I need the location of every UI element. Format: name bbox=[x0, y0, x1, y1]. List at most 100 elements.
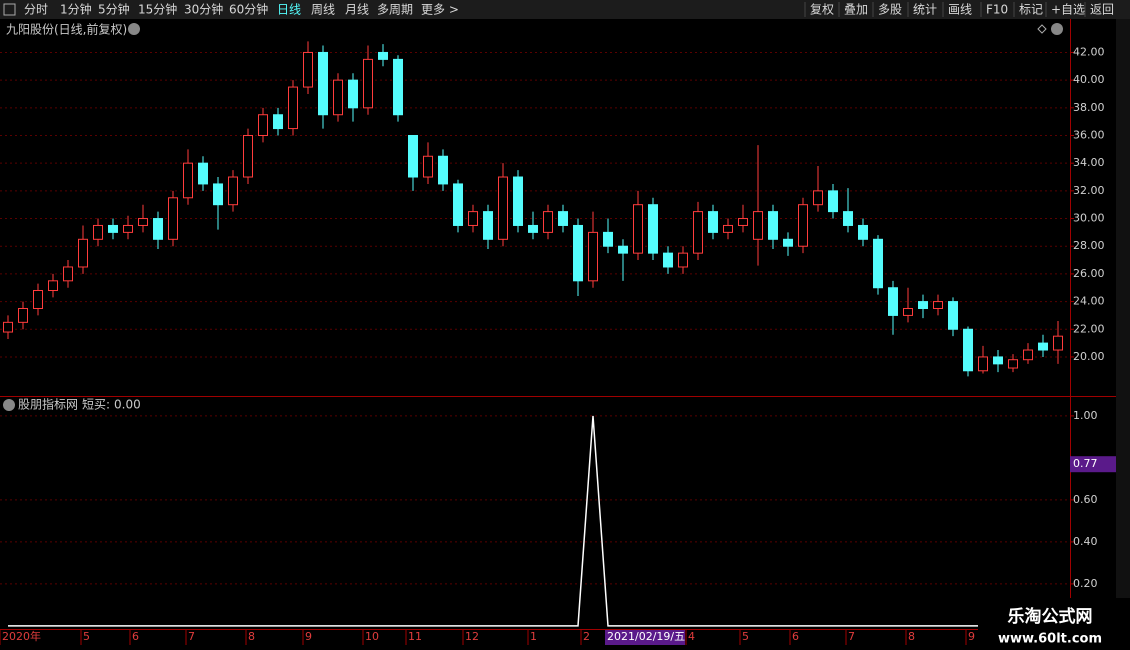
toolbar-button[interactable]: +自选 bbox=[1051, 3, 1085, 17]
y-tick-label: 30.00 bbox=[1073, 212, 1105, 225]
candle-body bbox=[648, 204, 658, 254]
candle-body bbox=[258, 114, 268, 136]
diamond-icon[interactable] bbox=[1037, 24, 1047, 34]
period-tab[interactable]: 30分钟 bbox=[184, 2, 223, 17]
candle-body bbox=[1008, 359, 1018, 369]
y-tick-label: 34.00 bbox=[1073, 156, 1105, 169]
title-dropdown[interactable] bbox=[128, 23, 140, 35]
candle-body bbox=[93, 224, 103, 240]
date-label: 7 bbox=[848, 630, 855, 643]
y-tick-label: 32.00 bbox=[1073, 184, 1105, 197]
date-label: 9 bbox=[968, 630, 975, 643]
y-tick-label: 0.20 bbox=[1073, 577, 1098, 590]
candle-body bbox=[798, 204, 808, 247]
indicator-title: 股朋指标网 bbox=[18, 397, 78, 412]
separator: : bbox=[106, 398, 110, 412]
candle-body bbox=[483, 211, 493, 240]
toolbar-button[interactable]: 叠加 bbox=[844, 3, 868, 17]
candle-body bbox=[63, 266, 73, 282]
candle-body bbox=[153, 218, 163, 240]
date-label: 2 bbox=[583, 630, 590, 643]
period-tab[interactable]: 60分钟 bbox=[229, 2, 268, 17]
candle-body bbox=[903, 307, 913, 316]
candle-body bbox=[168, 197, 178, 240]
date-label: 8 bbox=[908, 630, 915, 643]
candle-body bbox=[3, 321, 13, 333]
candle-body bbox=[438, 155, 448, 185]
toolbar-button[interactable]: 返回 bbox=[1090, 3, 1114, 17]
period-tab[interactable]: 周线 bbox=[311, 3, 335, 17]
y-tick-label: 22.00 bbox=[1073, 322, 1105, 335]
date-label: 9 bbox=[305, 630, 312, 643]
toolbar-button[interactable]: 画线 bbox=[948, 3, 972, 17]
candle-body bbox=[663, 252, 673, 268]
candle-body bbox=[108, 224, 118, 233]
date-label: 5 bbox=[742, 630, 749, 643]
candle-body bbox=[948, 301, 958, 330]
side-panel bbox=[1116, 19, 1130, 650]
date-label: 12 bbox=[465, 630, 479, 643]
toolbar-button[interactable]: 标记 bbox=[1019, 3, 1043, 17]
candle-body bbox=[378, 51, 388, 60]
period-tab[interactable]: 1分钟 bbox=[60, 2, 92, 17]
candle-body bbox=[348, 79, 358, 109]
period-tab[interactable]: 月线 bbox=[345, 3, 369, 17]
watermark-url: www.60lt.com bbox=[998, 632, 1102, 647]
period-tab[interactable]: 日线 bbox=[277, 3, 301, 17]
candle-body bbox=[573, 224, 583, 282]
toolbar-button[interactable]: 多股 bbox=[878, 3, 902, 17]
candle-body bbox=[183, 162, 193, 199]
candle-body bbox=[363, 58, 373, 109]
indicator-series-name: 短买 bbox=[82, 398, 106, 412]
period-tab[interactable]: 15分钟 bbox=[138, 2, 177, 17]
toolbar-button[interactable]: 统计 bbox=[913, 3, 937, 17]
y-tick-label: 1.00 bbox=[1073, 409, 1098, 422]
period-tab[interactable]: 多周期 bbox=[377, 3, 413, 17]
period-tab[interactable]: 更多 > bbox=[421, 3, 459, 17]
indicator-line bbox=[8, 415, 1058, 627]
candle-body bbox=[138, 218, 148, 226]
date-highlight-box bbox=[605, 630, 685, 645]
date-axis bbox=[0, 629, 1070, 646]
y-tick-label: 28.00 bbox=[1073, 239, 1105, 252]
watermark-name: 乐淘公式网 bbox=[1008, 606, 1093, 627]
y-tick-label: 26.00 bbox=[1073, 267, 1105, 280]
candle-body bbox=[123, 224, 133, 233]
candle-body bbox=[993, 356, 1003, 365]
candle-body bbox=[783, 238, 793, 247]
menu-icon[interactable] bbox=[3, 3, 16, 16]
period-tab[interactable]: 5分钟 bbox=[98, 2, 130, 17]
candle-body bbox=[288, 86, 298, 130]
date-label: 7 bbox=[188, 630, 195, 643]
candle-body bbox=[393, 58, 403, 116]
candle-body bbox=[303, 51, 313, 88]
y-tick-label: 36.00 bbox=[1073, 128, 1105, 141]
candle-body bbox=[753, 211, 763, 240]
candle-body bbox=[843, 211, 853, 226]
cursor-value-box bbox=[1070, 456, 1116, 473]
candle-body bbox=[408, 134, 418, 178]
toolbar-button[interactable]: F10 bbox=[986, 3, 1008, 17]
toolbar-button[interactable]: 复权 bbox=[810, 3, 834, 17]
candle-body bbox=[933, 301, 943, 309]
candle-body bbox=[888, 287, 898, 316]
y-tick-label: 24.00 bbox=[1073, 295, 1105, 308]
y-tick-label: 38.00 bbox=[1073, 101, 1105, 114]
y-tick-label: 0.40 bbox=[1073, 535, 1098, 548]
y-tick-label: 0.60 bbox=[1073, 493, 1098, 506]
candle-body bbox=[918, 301, 928, 309]
candle-body bbox=[273, 114, 283, 130]
panel-menu[interactable] bbox=[1051, 23, 1063, 35]
date-label: 11 bbox=[408, 630, 422, 643]
candle-body bbox=[603, 231, 613, 247]
candle-body bbox=[978, 356, 988, 372]
candle-body bbox=[513, 176, 523, 226]
y-tick-label: 40.00 bbox=[1073, 73, 1105, 86]
candle-body bbox=[468, 211, 478, 226]
candle-body bbox=[18, 307, 28, 323]
date-label: 6 bbox=[792, 630, 799, 643]
period-tab[interactable]: 分时 bbox=[24, 3, 48, 17]
indicator-dropdown[interactable] bbox=[3, 399, 15, 411]
candle-body bbox=[318, 51, 328, 116]
